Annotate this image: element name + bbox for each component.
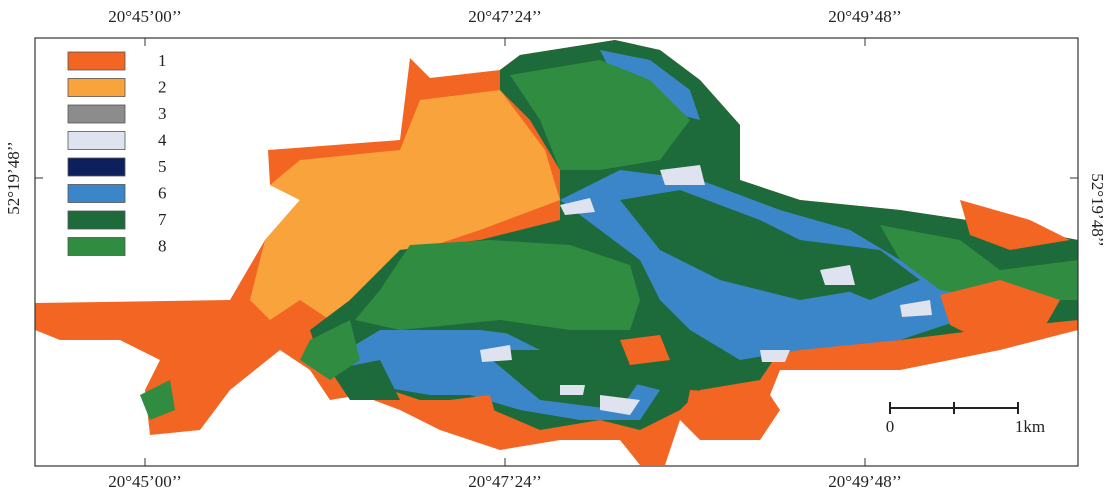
legend-label: 3 xyxy=(158,104,167,123)
longitude-label: 20°47’24’’ xyxy=(468,7,542,26)
legend-label: 1 xyxy=(158,51,167,70)
legend-swatch xyxy=(68,238,125,256)
legend-swatch xyxy=(68,158,125,176)
longitude-label: 20°45’00’’ xyxy=(108,7,182,26)
legend-label: 4 xyxy=(158,130,167,149)
scale-label: 1km xyxy=(1015,417,1045,436)
legend-swatch xyxy=(68,132,125,150)
legend-label: 7 xyxy=(158,210,167,229)
latitude-label: 52°19’48’’ xyxy=(4,141,23,215)
legend-label: 2 xyxy=(158,77,167,96)
map: 20°45’00’’ 20°47’24’’ 20°49’48’’ 20°45’0… xyxy=(0,0,1110,496)
land-cover xyxy=(35,40,1078,465)
area xyxy=(560,385,585,395)
latitude-label: 52°19’48’’ xyxy=(1088,173,1107,247)
legend-swatch xyxy=(68,79,125,97)
longitude-label: 20°45’00’’ xyxy=(108,472,182,491)
legend: 1 2 3 4 5 6 7 8 xyxy=(68,51,167,256)
longitude-label: 20°47’24’’ xyxy=(468,472,542,491)
legend-label: 6 xyxy=(158,183,167,202)
longitude-label: 20°49’48’’ xyxy=(828,7,902,26)
legend-swatch xyxy=(68,105,125,123)
longitude-label: 20°49’48’’ xyxy=(828,472,902,491)
legend-label: 5 xyxy=(158,157,167,176)
legend-swatch xyxy=(68,52,125,70)
area xyxy=(640,440,665,465)
scale-bar xyxy=(890,402,1018,414)
legend-label: 8 xyxy=(158,236,167,255)
scale-label: 0 xyxy=(886,417,895,436)
area xyxy=(760,350,790,362)
legend-swatch xyxy=(68,211,125,229)
legend-swatch xyxy=(68,185,125,203)
